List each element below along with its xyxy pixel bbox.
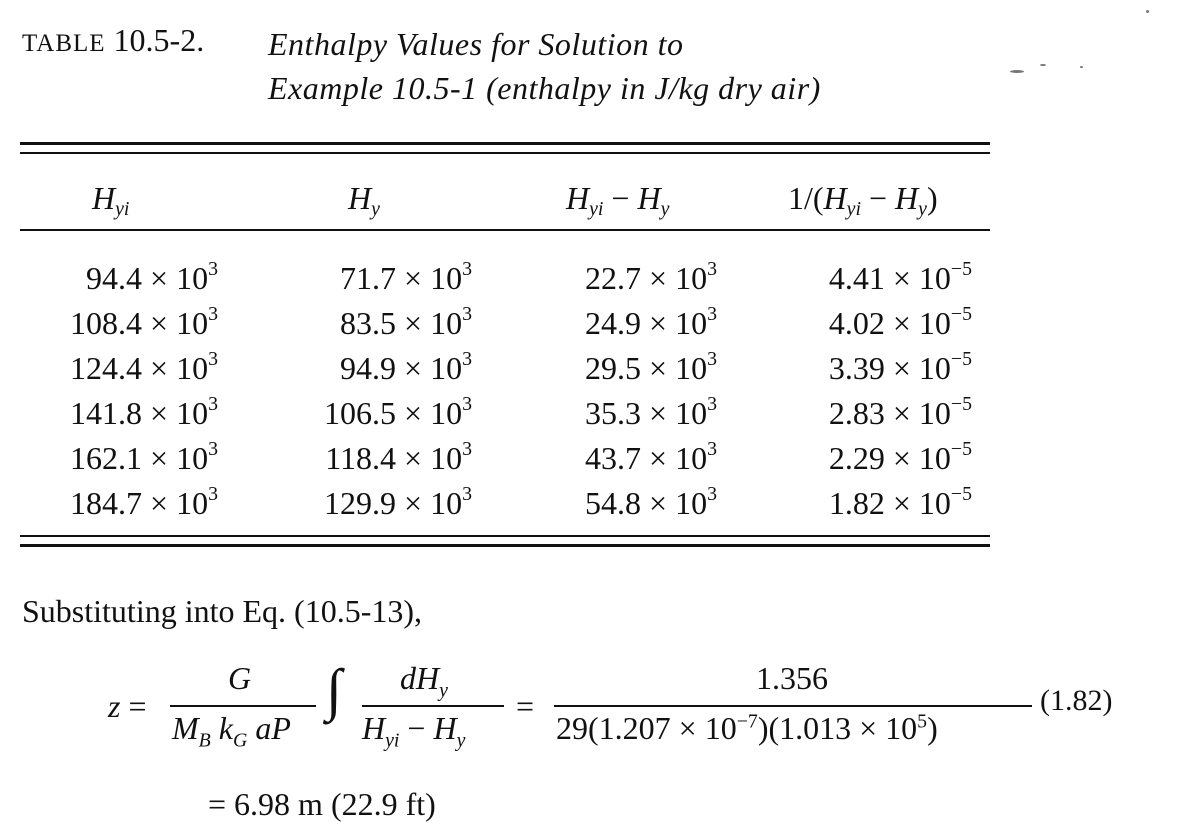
table-label-prefix: TABLE [22, 30, 106, 57]
table-cell: 4.41 × 10−5 [828, 258, 972, 296]
table-top-rule-2 [20, 152, 990, 154]
frac3-denominator: 29(1.207 × 10−7)(1.013 × 105) [556, 710, 938, 746]
table-cell: 71.7 × 103 [340, 258, 472, 296]
header-hy: Hy [348, 180, 380, 220]
table-cell: 54.8 × 103 [585, 483, 717, 521]
header-difference: Hyi − Hy [566, 180, 670, 220]
table-cell: 124.4 × 103 [70, 348, 218, 386]
table-cell: 29.5 × 103 [585, 348, 717, 386]
scan-speck [1010, 70, 1024, 73]
table-cell: 83.5 × 103 [340, 303, 472, 341]
table-cell: 184.7 × 103 [70, 483, 218, 521]
table-bottom-rule [20, 535, 990, 537]
frac2-numerator: dHy [400, 660, 448, 702]
table-cell: 141.8 × 103 [70, 393, 218, 431]
table-cell: 22.7 × 103 [585, 258, 717, 296]
table-cell: 4.02 × 10−5 [828, 303, 972, 341]
header-reciprocal: 1/(Hyi − Hy) [788, 180, 938, 220]
table-cell: 35.3 × 103 [585, 393, 717, 431]
table-label-number: 10.5-2. [113, 22, 205, 58]
table-cell: 129.9 × 103 [324, 483, 472, 521]
table-cell: 162.1 × 103 [70, 438, 218, 476]
table-cell: 94.4 × 103 [86, 258, 218, 296]
table-cell: 3.39 × 10−5 [828, 348, 972, 386]
table-title-line-1: Enthalpy Values for Solution to [268, 26, 684, 62]
table-cell: 106.5 × 103 [324, 393, 472, 431]
table-cell: 1.82 × 10−5 [828, 483, 972, 521]
table-cell: 2.29 × 10−5 [828, 438, 972, 476]
header-hyi: Hyi [92, 180, 130, 220]
frac2-bar [362, 705, 504, 707]
scan-speck [1040, 64, 1046, 66]
scan-speck [1146, 10, 1149, 13]
table-cell: 94.9 × 103 [340, 348, 472, 386]
frac3-numerator: 1.356 [756, 660, 828, 696]
table-top-rule [20, 142, 990, 145]
frac1-denominator: MB kG aP [172, 710, 291, 752]
equation-factor: (1.82) [1040, 684, 1113, 717]
table-cell: 43.7 × 103 [585, 438, 717, 476]
table-cell: 2.83 × 10−5 [828, 393, 972, 431]
table-cell: 118.4 × 103 [325, 438, 472, 476]
table-label: TABLE 10.5-2. [22, 22, 204, 59]
frac3-bar [554, 705, 1032, 707]
table-cell: 108.4 × 103 [70, 303, 218, 341]
equation-lhs: z = [108, 688, 147, 724]
table-header-rule [20, 229, 990, 231]
scan-speck [1080, 66, 1083, 68]
table-title: Enthalpy Values for Solution to Example … [268, 22, 821, 110]
frac1-bar [170, 705, 316, 707]
equation-equals: = [516, 688, 535, 724]
table-cell: 24.9 × 103 [585, 303, 717, 341]
integral-sign: ∫ [326, 657, 342, 722]
frac2-denominator: Hyi − Hy [362, 710, 466, 752]
frac1-numerator: G [228, 660, 252, 696]
table-title-line-2: Example 10.5-1 (enthalpy in J/kg dry air… [268, 70, 821, 106]
substituting-text: Substituting into Eq. (10.5-13), [22, 593, 422, 629]
equation-result: = 6.98 m (22.9 ft) [208, 786, 436, 822]
table-bottom-rule-2 [20, 544, 990, 547]
